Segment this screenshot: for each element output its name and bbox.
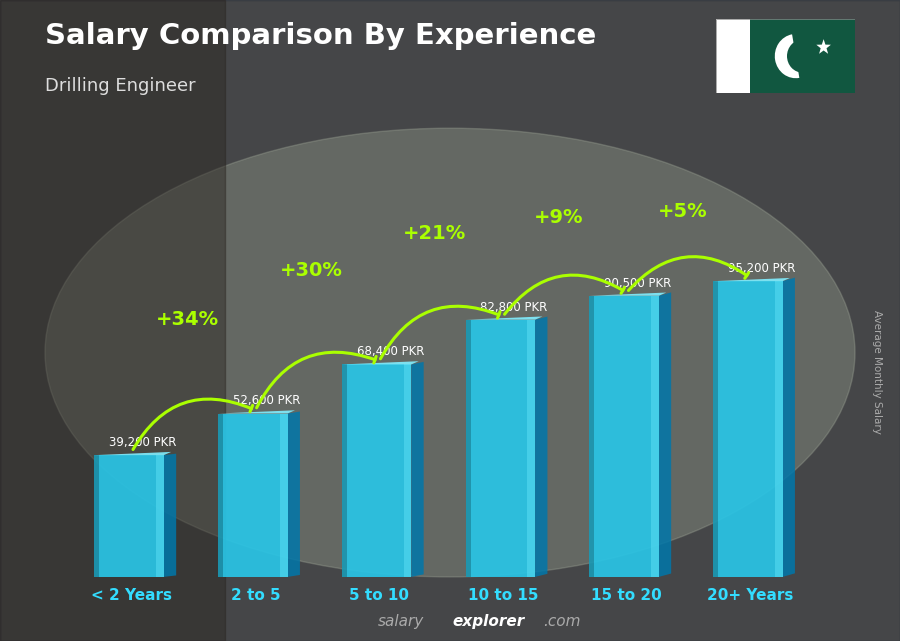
Text: Drilling Engineer: Drilling Engineer <box>45 77 195 95</box>
Polygon shape <box>288 412 300 577</box>
Polygon shape <box>535 317 547 577</box>
Bar <box>751 19 855 93</box>
Circle shape <box>787 40 818 72</box>
Text: +5%: +5% <box>658 202 707 221</box>
Text: +9%: +9% <box>534 208 583 227</box>
Polygon shape <box>590 292 666 296</box>
Text: +30%: +30% <box>280 261 343 279</box>
Polygon shape <box>94 452 171 455</box>
Polygon shape <box>713 278 790 281</box>
Bar <box>347 365 411 577</box>
Polygon shape <box>342 361 418 365</box>
Polygon shape <box>816 39 831 54</box>
Polygon shape <box>590 296 595 577</box>
Polygon shape <box>156 455 164 577</box>
Text: explorer: explorer <box>453 615 525 629</box>
Polygon shape <box>403 365 411 577</box>
Polygon shape <box>782 278 795 577</box>
Bar <box>716 19 751 93</box>
Polygon shape <box>465 317 543 320</box>
Polygon shape <box>280 413 288 577</box>
Polygon shape <box>775 281 782 577</box>
Text: 90,500 PKR: 90,500 PKR <box>604 277 671 290</box>
Text: +34%: +34% <box>156 310 219 329</box>
Text: 52,600 PKR: 52,600 PKR <box>233 394 301 408</box>
Polygon shape <box>465 320 471 577</box>
Polygon shape <box>94 455 99 577</box>
Polygon shape <box>659 292 671 577</box>
Bar <box>223 413 288 577</box>
Polygon shape <box>218 410 295 413</box>
Polygon shape <box>713 281 718 577</box>
Bar <box>718 281 782 577</box>
Text: salary: salary <box>378 615 424 629</box>
Polygon shape <box>651 296 659 577</box>
Bar <box>471 320 535 577</box>
Text: Average Monthly Salary: Average Monthly Salary <box>872 310 883 434</box>
Bar <box>595 296 659 577</box>
Bar <box>99 455 164 577</box>
Text: 39,200 PKR: 39,200 PKR <box>109 436 176 449</box>
Polygon shape <box>164 454 176 577</box>
Wedge shape <box>775 35 799 78</box>
Polygon shape <box>527 320 535 577</box>
Text: 95,200 PKR: 95,200 PKR <box>728 262 796 275</box>
Text: +21%: +21% <box>403 224 466 243</box>
Polygon shape <box>218 413 223 577</box>
Text: Salary Comparison By Experience: Salary Comparison By Experience <box>45 22 596 51</box>
Polygon shape <box>342 365 347 577</box>
Text: 68,400 PKR: 68,400 PKR <box>356 345 424 358</box>
Text: 82,800 PKR: 82,800 PKR <box>481 301 547 313</box>
Text: .com: .com <box>543 615 580 629</box>
Polygon shape <box>411 362 424 577</box>
